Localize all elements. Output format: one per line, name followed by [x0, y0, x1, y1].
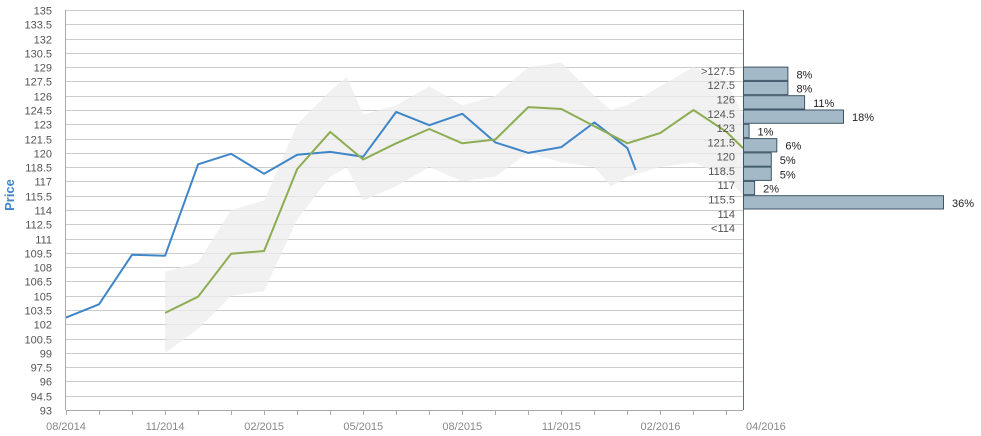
y-tick-label: 115.5 [25, 192, 52, 204]
y-tick-label: 93 [40, 406, 52, 418]
histogram-bar [743, 123, 750, 139]
histogram-category-label: 118.5 [708, 166, 735, 178]
y-tick-label: 106.5 [24, 277, 52, 289]
y-tick-label: 109.5 [24, 249, 52, 261]
x-tick-label: 05/2015 [343, 421, 383, 433]
y-tick-label: 130.5 [24, 49, 52, 61]
histogram-percent-label: 8% [796, 84, 812, 96]
histogram-percent-label: 6% [785, 141, 801, 153]
y-tick-label: 94.5 [31, 392, 52, 404]
histogram-bar [743, 138, 778, 153]
histogram-percent-label: 18% [852, 112, 874, 124]
series-lines-layer [65, 106, 744, 319]
x-tick-label: 04/2016 [746, 421, 786, 433]
histogram-bar [743, 109, 844, 124]
histogram-bar [743, 80, 789, 96]
histogram-layer: >127.5 8% 127.5 8% 126 11% 124.5 18% 123 1% 121.5 6… [701, 66, 974, 235]
y-axis-label: Price [2, 179, 17, 211]
y-tick-label: 111 [35, 235, 52, 247]
y-tick-label: 127.5 [24, 77, 52, 89]
histogram-category-label: 120 [717, 152, 735, 164]
y-tick-label: 97.5 [31, 363, 52, 375]
y-tick-label: 117 [34, 177, 52, 189]
histogram-category-label: 124.5 [707, 109, 735, 121]
y-tick-label: 123 [34, 120, 52, 132]
y-tick-label: 129 [34, 63, 52, 75]
y-tick-label: 112.5 [25, 220, 52, 232]
histogram-bar [743, 180, 756, 196]
histogram-category-label: 117 [717, 180, 735, 192]
y-tick-label: 100.5 [24, 335, 52, 347]
histogram-bar [743, 166, 772, 181]
x-tick-label: 08/2015 [442, 421, 482, 433]
y-tick-label: 118.5 [25, 163, 52, 175]
histogram-percent-label: 5% [780, 169, 796, 181]
histogram-bar [743, 66, 789, 81]
histogram-category-label: 121.5 [707, 137, 735, 149]
y-tick-label: 99 [40, 349, 52, 361]
y-tick-label: 124.5 [24, 106, 52, 118]
x-tick-label: 11/2015 [542, 421, 581, 433]
x-tick-label: 11/2014 [146, 421, 185, 433]
forecast-range-band [165, 62, 744, 353]
histogram-category-label: 127.5 [707, 80, 735, 92]
y-tick-label: 105 [34, 292, 52, 304]
x-tick-label: 02/2015 [244, 421, 284, 433]
y-tick-label: 133.5 [24, 20, 52, 32]
histogram-category-label: <114 [711, 223, 735, 235]
y-tick-label: 114 [34, 206, 52, 218]
histogram-percent-label: 5% [780, 155, 796, 167]
price-line [65, 110, 637, 319]
y-tick-label: 102 [34, 320, 52, 332]
histogram-bar [743, 195, 944, 210]
axes-layer: 93 94.5 96 97.5 99 100.5 102 103.5 105 106.5 108 10… [24, 6, 785, 434]
histogram-percent-label: 36% [952, 198, 974, 210]
y-tick-label: 120 [34, 149, 52, 161]
y-tick-label: 135 [34, 6, 52, 18]
y-tick-label: 108 [34, 263, 52, 275]
histogram-bar [743, 152, 772, 167]
histogram-category-label: 114 [717, 209, 735, 221]
histogram-bar [743, 95, 806, 110]
y-tick-label: 103.5 [24, 306, 52, 318]
x-tick-label: 02/2016 [641, 421, 681, 433]
histogram-category-label: 115.5 [708, 195, 735, 207]
forecast-band-layer [165, 62, 744, 353]
histogram-percent-label: 8% [796, 69, 812, 81]
forecast-line [164, 106, 744, 314]
y-tick-label: 126 [34, 92, 52, 104]
histogram-category-label: 123 [717, 123, 735, 135]
histogram-category-label: 126 [717, 95, 735, 107]
y-tick-label: 132 [34, 35, 52, 47]
x-tick-label: 08/2014 [46, 421, 86, 433]
histogram-percent-label: 2% [763, 184, 779, 196]
histogram-category-label: >127.5 [701, 66, 735, 78]
y-tick-label: 96 [40, 377, 52, 389]
y-tick-label: 121.5 [24, 135, 52, 147]
histogram-percent-label: 11% [813, 98, 834, 110]
histogram-percent-label: 1% [758, 126, 774, 138]
